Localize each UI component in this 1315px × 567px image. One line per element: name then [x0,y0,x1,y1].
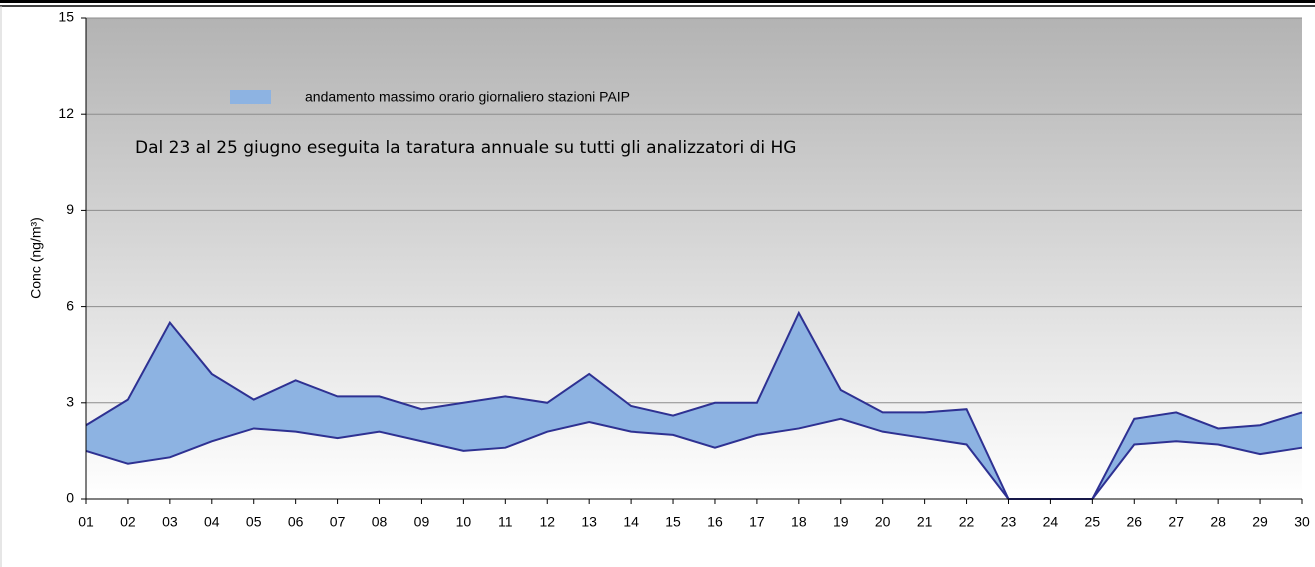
y-tick-label: 6 [66,297,74,313]
legend-label: andamento massimo orario giornaliero sta… [305,89,630,105]
x-tick-label: 12 [539,514,555,530]
x-tick-label: 22 [959,514,975,530]
x-tick-label: 03 [162,514,178,530]
y-tick-label: 9 [66,201,74,217]
x-tick-label: 07 [330,514,346,530]
x-tick-label: 25 [1085,514,1101,530]
x-tick-label: 16 [707,514,723,530]
x-tick-label: 18 [791,514,807,530]
y-tick-label: 0 [66,490,74,506]
y-tick-label: 15 [58,9,74,25]
x-tick-label: 20 [875,514,891,530]
annotation: Dal 23 al 25 giugno eseguita la taratura… [135,138,796,158]
y-tick-label: 3 [66,394,74,410]
x-tick-label: 13 [581,514,597,530]
x-tick-label: 29 [1252,514,1268,530]
legend-swatch [230,90,271,104]
x-tick-label: 26 [1126,514,1142,530]
x-tick-label: 30 [1294,514,1310,530]
x-tick-label: 10 [456,514,472,530]
x-tick-label: 08 [372,514,388,530]
x-tick-label: 02 [120,514,136,530]
x-tick-label: 19 [833,514,849,530]
low-line [85,417,1303,500]
high-line [85,310,1303,500]
x-tick-label: 09 [414,514,430,530]
x-tick-label: 11 [498,514,513,530]
x-tick-label: 23 [1001,514,1017,530]
x-tick-label: 15 [665,514,681,530]
range-area [86,313,1302,499]
x-tick-label: 24 [1043,514,1059,530]
x-tick-label: 05 [246,514,262,530]
x-tick-label: 06 [288,514,304,530]
x-tick-label: 21 [917,514,933,530]
x-tick-label: 04 [204,514,220,530]
y-tick-label: 12 [58,105,74,121]
x-tick-label: 27 [1168,514,1184,530]
x-tick-label: 17 [749,514,765,530]
x-tick-label: 28 [1210,514,1226,530]
x-tick-label: 01 [78,514,94,530]
x-tick-label: 14 [623,514,639,530]
y-axis-label: Conc (ng/m³) [28,217,44,299]
